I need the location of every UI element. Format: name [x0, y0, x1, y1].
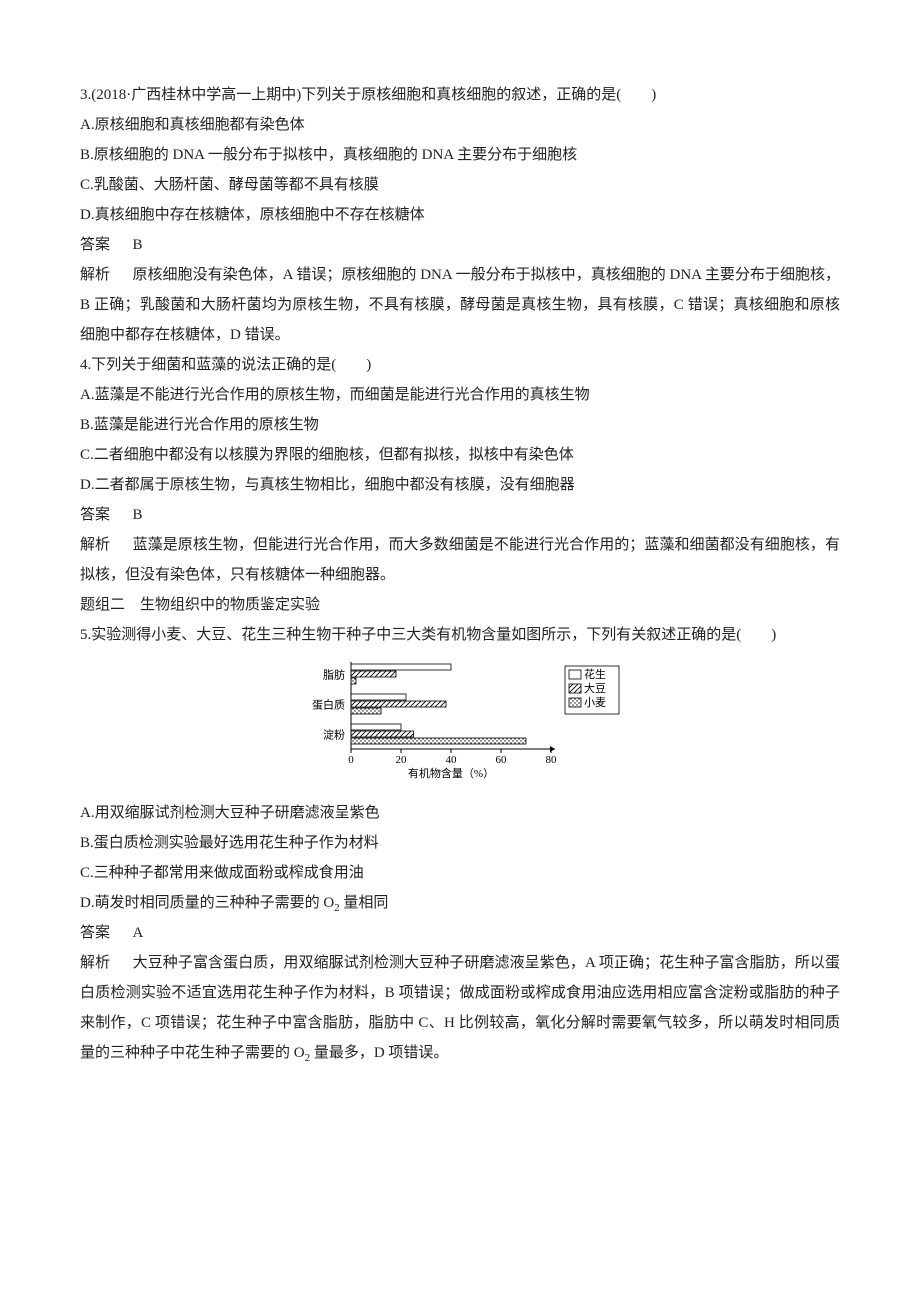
q3-option-b: B.原核细胞的 DNA 一般分布于拟核中，真核细胞的 DNA 主要分布于细胞核: [80, 140, 840, 170]
svg-text:蛋白质: 蛋白质: [312, 698, 345, 712]
svg-text:0: 0: [348, 754, 354, 766]
q3-option-c: C.乳酸菌、大肠杆菌、酵母菌等都不具有核膜: [80, 170, 840, 200]
q5-chart: 脂肪蛋白质淀粉0 20 40 60 80 有机物含量（%） 花生大豆小麦: [80, 656, 840, 794]
explain-label: 解析: [80, 536, 110, 553]
svg-text:花生: 花生: [584, 667, 606, 681]
q5-option-a: A.用双缩脲试剂检测大豆种子研磨滤液呈紫色: [80, 798, 840, 828]
svg-text:淀粉: 淀粉: [323, 728, 345, 742]
group2-title: 题组二 生物组织中的物质鉴定实验: [80, 590, 840, 620]
svg-text:小麦: 小麦: [584, 696, 606, 709]
q5-option-d: D.萌发时相同质量的三种种子需要的 O2 量相同: [80, 888, 840, 918]
q5-explanation: 解析大豆种子富含蛋白质，用双缩脲试剂检测大豆种子研磨滤液呈紫色，A 项正确；花生…: [80, 948, 840, 1068]
q4-answer: B: [133, 507, 143, 523]
q4-option-d: D.二者都属于原核生物，与真核生物相比，细胞中都没有核膜，没有细胞器: [80, 470, 840, 500]
q5-option-c: C.三种种子都常用来做成面粉或榨成食用油: [80, 858, 840, 888]
q4-answer-line: 答案 B: [80, 500, 840, 530]
answer-label: 答案: [80, 506, 110, 523]
answer-label: 答案: [80, 236, 110, 253]
q5-answer: A: [133, 925, 144, 941]
q3-stem: 3.(2018·广西桂林中学高一上期中)下列关于原核细胞和真核细胞的叙述，正确的…: [80, 80, 840, 110]
q4-option-a: A.蓝藻是不能进行光合作用的原核生物，而细菌是能进行光合作用的真核生物: [80, 380, 840, 410]
svg-text:脂肪: 脂肪: [323, 668, 345, 682]
q3-answer: B: [133, 237, 143, 253]
q5-explain-pre: 大豆种子富含蛋白质，用双缩脲试剂检测大豆种子研磨滤液呈紫色，A 项正确；花生种子…: [80, 955, 840, 1061]
q5-d-post: 量相同: [340, 895, 389, 911]
q5-explain-post: 量最多，D 项错误。: [310, 1045, 448, 1061]
q3-option-a: A.原核细胞和真核细胞都有染色体: [80, 110, 840, 140]
explain-label: 解析: [80, 954, 110, 971]
svg-text:60: 60: [495, 754, 507, 766]
q3-explanation: 解析原核细胞没有染色体，A 错误；原核细胞的 DNA 一般分布于拟核中，真核细胞…: [80, 260, 840, 350]
q4-explain-text: 蓝藻是原核生物，但能进行光合作用，而大多数细菌是不能进行光合作用的；蓝藻和细菌都…: [80, 537, 840, 583]
svg-text:80: 80: [545, 754, 557, 766]
q3-option-d: D.真核细胞中存在核糖体，原核细胞中不存在核糖体: [80, 200, 840, 230]
q4-option-b: B.蓝藻是能进行光合作用的原核生物: [80, 410, 840, 440]
q4-stem: 4.下列关于细菌和蓝藻的说法正确的是( ): [80, 350, 840, 380]
q4-option-c: C.二者细胞中都没有以核膜为界限的细胞核，但都有拟核，拟核中有染色体: [80, 440, 840, 470]
svg-text:40: 40: [445, 754, 457, 766]
svg-text:20: 20: [395, 754, 407, 766]
q5-answer-line: 答案 A: [80, 918, 840, 948]
q4-explanation: 解析蓝藻是原核生物，但能进行光合作用，而大多数细菌是不能进行光合作用的；蓝藻和细…: [80, 530, 840, 590]
q5-stem: 5.实验测得小麦、大豆、花生三种生物干种子中三大类有机物含量如图所示，下列有关叙…: [80, 620, 840, 650]
q3-explain-text: 原核细胞没有染色体，A 错误；原核细胞的 DNA 一般分布于拟核中，真核细胞的 …: [80, 267, 840, 343]
q3-answer-line: 答案 B: [80, 230, 840, 260]
answer-label: 答案: [80, 924, 110, 941]
svg-text:大豆: 大豆: [584, 681, 606, 695]
explain-label: 解析: [80, 266, 110, 283]
svg-text:有机物含量（%）: 有机物含量（%）: [407, 766, 493, 780]
q5-option-b: B.蛋白质检测实验最好选用花生种子作为材料: [80, 828, 840, 858]
q5-d-pre: D.萌发时相同质量的三种种子需要的 O: [80, 895, 334, 911]
